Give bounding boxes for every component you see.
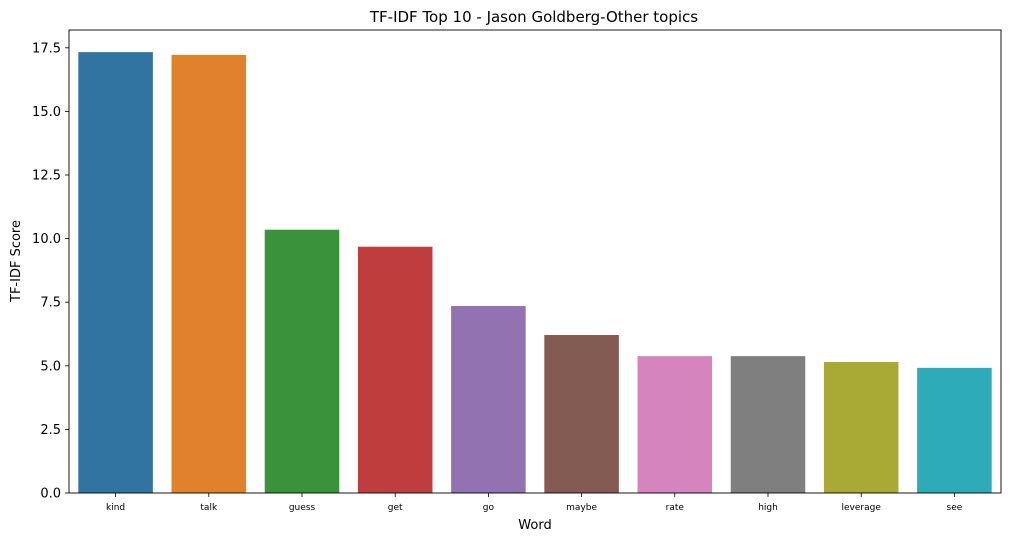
- chart-title: TF-IDF Top 10 - Jason Goldberg-Other top…: [369, 8, 698, 26]
- y-tick-label: 15.0: [32, 105, 61, 120]
- x-tick-label: guess: [289, 503, 316, 513]
- y-tick-label: 0.0: [40, 487, 61, 502]
- bars-group: [78, 52, 992, 493]
- bar-maybe: [544, 335, 619, 493]
- plot-frame: [68, 29, 1002, 494]
- y-tick-label: 12.5: [32, 169, 61, 184]
- bar-leverage: [823, 361, 899, 493]
- x-axis-label: Word: [518, 518, 551, 533]
- bar-rate: [637, 356, 713, 493]
- bar-get: [357, 246, 433, 493]
- y-tick-label: 5.0: [40, 359, 61, 374]
- x-tick-label: kind: [106, 503, 125, 513]
- bar-high: [730, 356, 806, 493]
- y-tick-label: 10.0: [32, 232, 61, 247]
- y-tick-label: 2.5: [40, 423, 61, 438]
- y-axis-label: TF-IDF Score: [9, 220, 24, 303]
- x-tick-label: high: [758, 503, 778, 513]
- bar-kind: [78, 52, 153, 493]
- x-tick-label: rate: [666, 503, 685, 513]
- x-tick-label: see: [947, 503, 963, 513]
- bar-talk: [171, 54, 247, 493]
- x-tick-label: go: [483, 503, 495, 513]
- y-tick-label: 7.5: [40, 296, 61, 311]
- bar-see: [917, 367, 992, 493]
- bar-guess: [264, 229, 340, 493]
- y-tick-label: 17.5: [32, 41, 61, 56]
- x-tick-label: talk: [200, 503, 218, 513]
- y-axis-ticks: 0.0 2.5 5.0 7.5 10.0 12.5 15.0 17.5: [32, 41, 69, 502]
- x-tick-label: get: [388, 503, 403, 513]
- bar-go: [451, 306, 526, 493]
- x-tick-label: leverage: [842, 503, 882, 513]
- x-tick-label: maybe: [566, 503, 597, 513]
- x-axis-ticks: kind talk guess get go maybe rate high leverage s…: [106, 493, 963, 513]
